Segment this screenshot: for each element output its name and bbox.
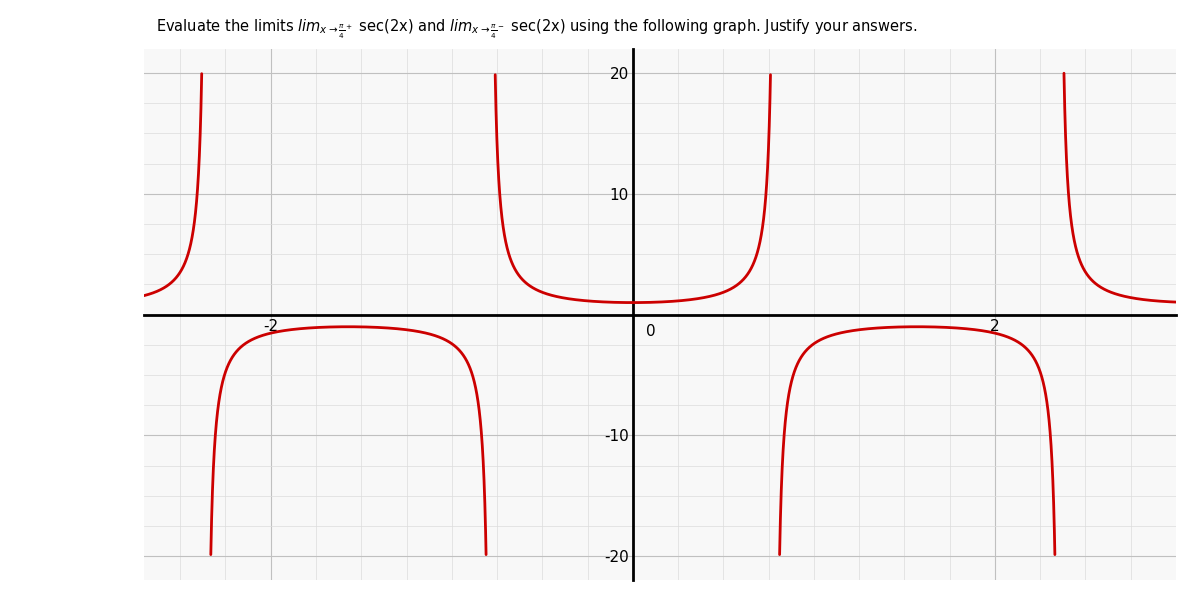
Text: Evaluate the limits $\mathit{lim}_{x\to\frac{\pi}{4}^+}$ sec(2x) and $\mathit{li: Evaluate the limits $\mathit{lim}_{x\to\… [156, 18, 917, 42]
Text: 0: 0 [646, 324, 655, 339]
